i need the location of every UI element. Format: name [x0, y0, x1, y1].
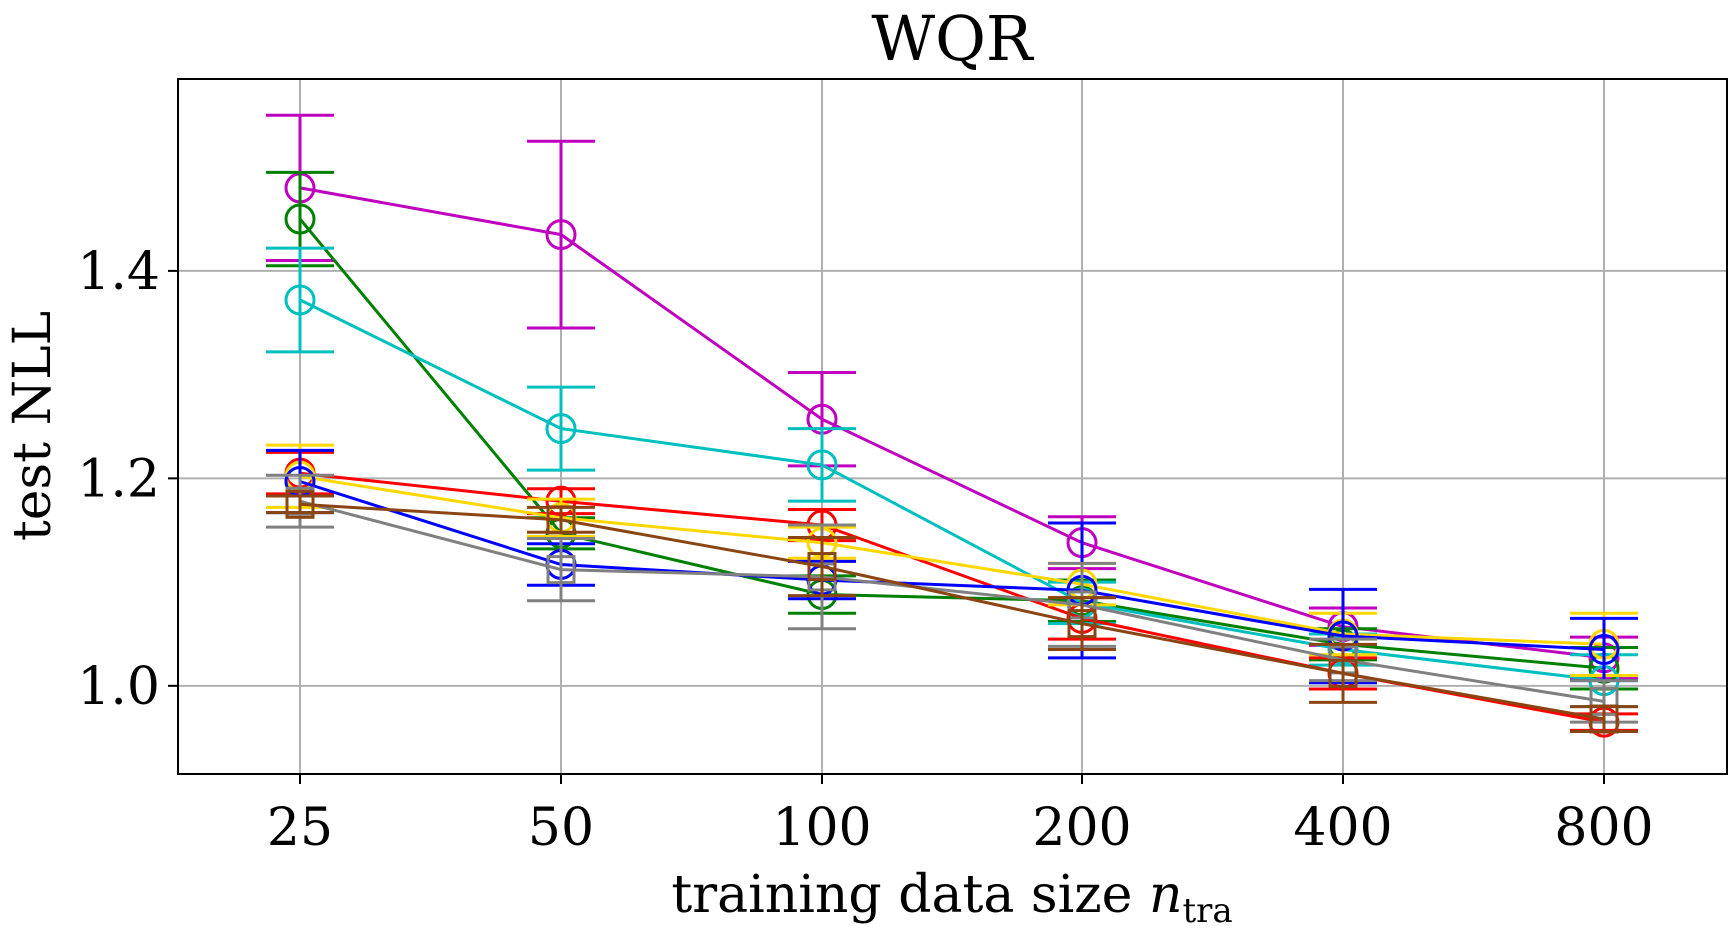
- x-axis-label-subscript: tra: [1182, 891, 1232, 931]
- plot-frame: [177, 78, 1728, 775]
- data-point-magenta: [545, 219, 577, 251]
- data-point-brown: [807, 552, 837, 582]
- series-line-magenta: [299, 186, 1605, 660]
- x-axis-label-text: training data size: [671, 865, 1132, 925]
- y-tick-label: 1.4: [77, 242, 160, 302]
- data-point-brown: [1067, 609, 1097, 639]
- series-line-brown: [299, 502, 1605, 721]
- data-point-cyan: [545, 413, 577, 445]
- x-tick-label: 50: [528, 798, 594, 858]
- data-point-cyan: [284, 284, 316, 316]
- y-tick-label: 1.2: [77, 449, 160, 509]
- x-tick-label: 25: [267, 798, 333, 858]
- series-line-cyan: [299, 298, 1605, 683]
- series-blue: [266, 448, 1638, 685]
- y-axis-label: test NLL: [3, 311, 63, 541]
- x-tick-label: 200: [1032, 798, 1131, 858]
- series-line-yellow: [299, 474, 1605, 646]
- x-axis-label: training data size ntra: [671, 865, 1232, 931]
- x-tick-label: 100: [772, 798, 871, 858]
- series-line-green: [298, 218, 1605, 670]
- data-point-blue: [1588, 634, 1620, 666]
- x-tick-label: 800: [1554, 798, 1653, 858]
- data-point-brown: [285, 489, 315, 519]
- data-point-brown: [1589, 704, 1619, 734]
- y-tick-label: 1.0: [77, 657, 160, 717]
- grid: [178, 79, 1727, 774]
- x-axis-label-symbol: n: [1149, 865, 1183, 925]
- series-layer: [266, 113, 1638, 738]
- series-line-gray: [299, 499, 1605, 703]
- series-green: [266, 170, 1638, 691]
- x-tick-label: 400: [1293, 798, 1392, 858]
- data-point-gray: [546, 555, 576, 585]
- series-brown: [266, 489, 1638, 734]
- data-point-brown: [1328, 658, 1358, 688]
- data-point-brown: [546, 505, 576, 535]
- ticks: 25 50 100 200 400 800 1.0 1.2 1.4: [77, 242, 1653, 858]
- chart-title: WQR: [871, 2, 1035, 75]
- data-point-green: [284, 203, 316, 235]
- data-point-cyan: [806, 449, 838, 481]
- series-line-blue: [299, 480, 1605, 651]
